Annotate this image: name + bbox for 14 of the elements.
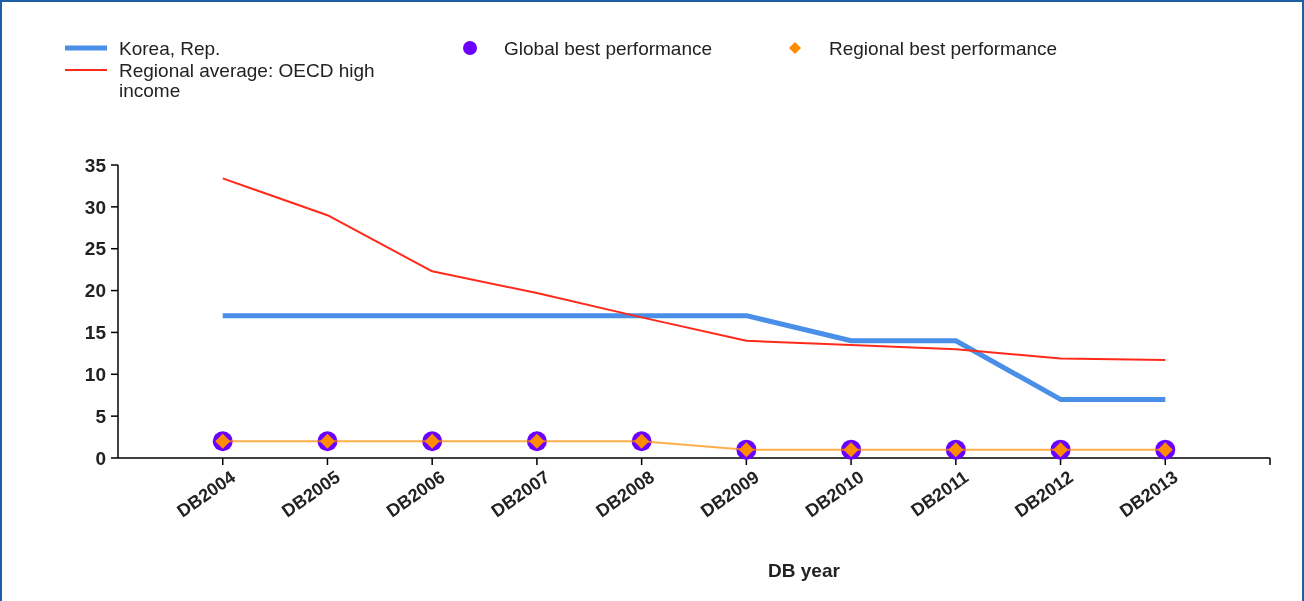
line-series xyxy=(221,177,1167,362)
legend-label: Regional best performance xyxy=(829,37,1058,59)
y-tick-label: 35 xyxy=(84,154,107,176)
legend-label: Korea, Rep. xyxy=(119,37,221,59)
y-tick-label: 15 xyxy=(84,322,107,344)
x-axis-title: DB year xyxy=(768,560,841,581)
legend-label: Regional average: OECD high income xyxy=(119,59,375,101)
y-tick-label: 20 xyxy=(84,280,106,302)
y-tick-label: 25 xyxy=(84,238,107,260)
y-tick-label: 30 xyxy=(84,196,106,218)
y-tick-label: 5 xyxy=(95,405,107,427)
y-tick-label: 0 xyxy=(95,447,106,469)
legend-label: Global best performance xyxy=(504,37,713,59)
y-tick-label: 10 xyxy=(84,363,106,385)
